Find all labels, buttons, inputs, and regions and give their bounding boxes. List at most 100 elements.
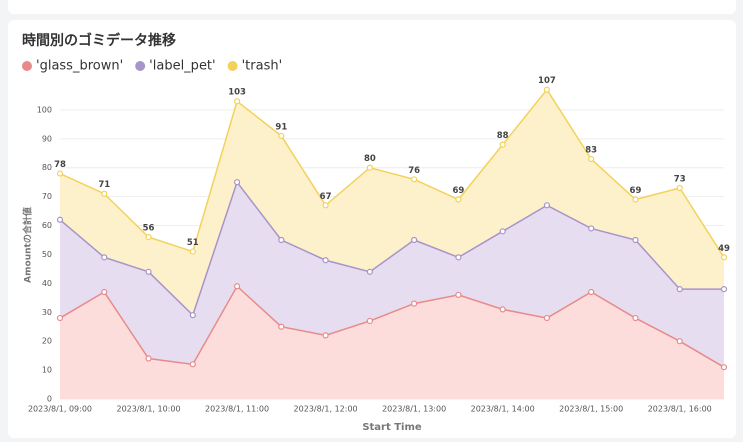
data-point bbox=[676, 338, 683, 345]
data-point bbox=[455, 196, 462, 203]
x-tick-label: 2023/8/1, 16:00 bbox=[648, 405, 712, 414]
x-tick-label: 2023/8/1, 15:00 bbox=[559, 405, 623, 414]
total-label: 51 bbox=[187, 238, 199, 248]
data-point bbox=[145, 355, 152, 362]
data-point bbox=[56, 216, 64, 223]
total-label: 88 bbox=[497, 131, 509, 141]
data-point bbox=[588, 225, 595, 232]
legend-swatch bbox=[227, 61, 238, 71]
data-point bbox=[366, 164, 373, 171]
data-point bbox=[499, 228, 506, 235]
data-point bbox=[720, 286, 728, 293]
y-tick-label: 20 bbox=[42, 337, 52, 346]
x-tick-label: 2023/8/1, 12:00 bbox=[294, 405, 358, 414]
data-point bbox=[411, 236, 418, 244]
total-label: 73 bbox=[674, 174, 686, 184]
chart-title: 時間別のゴミデータ推移 bbox=[22, 32, 176, 49]
data-point bbox=[145, 234, 152, 241]
y-tick-label: 90 bbox=[42, 134, 52, 143]
total-label: 56 bbox=[143, 224, 155, 234]
total-label: 76 bbox=[408, 166, 420, 176]
legend-swatch bbox=[135, 61, 146, 71]
y-tick-label: 0 bbox=[47, 395, 52, 404]
total-label: 80 bbox=[364, 154, 376, 164]
data-point bbox=[233, 179, 241, 186]
data-point bbox=[56, 170, 64, 177]
data-point bbox=[278, 323, 285, 330]
data-point bbox=[455, 254, 462, 261]
total-label: 83 bbox=[585, 146, 597, 156]
x-tick-label: 2023/8/1, 10:00 bbox=[116, 405, 180, 414]
data-point bbox=[632, 196, 639, 203]
area-fill bbox=[60, 286, 724, 399]
data-point bbox=[233, 283, 241, 290]
data-point bbox=[720, 364, 728, 371]
data-point bbox=[632, 314, 639, 322]
total-label: 67 bbox=[320, 192, 332, 202]
data-point bbox=[720, 254, 728, 261]
total-label: 69 bbox=[630, 186, 642, 196]
legend-label: 'glass_brown' bbox=[36, 59, 123, 74]
data-point bbox=[322, 257, 329, 264]
y-axis-label: Amountの合計値 bbox=[22, 207, 34, 283]
data-point bbox=[543, 314, 551, 322]
data-point bbox=[411, 300, 418, 307]
data-point bbox=[676, 184, 683, 192]
data-point bbox=[588, 288, 595, 296]
y-tick-label: 40 bbox=[42, 279, 52, 288]
data-point bbox=[366, 268, 373, 275]
data-point bbox=[543, 86, 551, 93]
data-point bbox=[499, 306, 506, 313]
y-tick-label: 80 bbox=[42, 163, 52, 172]
y-tick-label: 30 bbox=[42, 308, 52, 317]
data-point bbox=[278, 236, 285, 244]
data-point bbox=[499, 141, 506, 148]
x-tick-label: 2023/8/1, 11:00 bbox=[205, 405, 269, 414]
series-line bbox=[59, 88, 725, 258]
x-tick-label: 2023/8/1, 14:00 bbox=[471, 405, 535, 414]
total-label: 103 bbox=[228, 88, 246, 98]
data-point bbox=[455, 291, 462, 299]
legend-swatch bbox=[22, 61, 32, 71]
data-point bbox=[632, 236, 639, 244]
total-label: 78 bbox=[54, 160, 66, 170]
data-point bbox=[101, 288, 108, 296]
data-point bbox=[101, 190, 108, 197]
data-point bbox=[56, 314, 64, 322]
data-point bbox=[145, 268, 152, 275]
x-tick-label: 2023/8/1, 09:00 bbox=[28, 405, 92, 414]
area-fill bbox=[60, 89, 724, 316]
x-axis-label: Start Time bbox=[362, 422, 422, 433]
y-tick-label: 60 bbox=[42, 221, 52, 230]
data-point bbox=[366, 317, 373, 325]
y-tick-label: 100 bbox=[37, 105, 52, 114]
data-point bbox=[189, 312, 196, 319]
total-label: 71 bbox=[98, 180, 110, 190]
data-point bbox=[233, 98, 241, 105]
data-point bbox=[278, 132, 285, 140]
total-label: 49 bbox=[718, 244, 730, 254]
legend-label: 'label_pet' bbox=[149, 59, 215, 74]
series-line bbox=[59, 285, 725, 368]
x-tick-label: 2023/8/1, 13:00 bbox=[382, 405, 446, 414]
total-label: 69 bbox=[452, 186, 464, 196]
data-point bbox=[322, 332, 329, 339]
total-label: 91 bbox=[275, 122, 287, 132]
data-point bbox=[588, 155, 595, 163]
top-bar bbox=[8, 0, 736, 14]
data-point bbox=[543, 202, 551, 209]
data-point bbox=[189, 248, 196, 255]
series-line bbox=[59, 180, 724, 317]
legend-label: 'trash' bbox=[242, 59, 283, 74]
y-tick-label: 10 bbox=[42, 366, 52, 375]
data-point bbox=[322, 202, 329, 209]
y-tick-label: 70 bbox=[42, 192, 52, 201]
data-point bbox=[411, 176, 418, 183]
total-label: 107 bbox=[538, 76, 556, 86]
data-point bbox=[189, 361, 196, 368]
area-fill bbox=[60, 182, 724, 368]
data-point bbox=[101, 254, 108, 261]
data-point bbox=[676, 286, 683, 293]
